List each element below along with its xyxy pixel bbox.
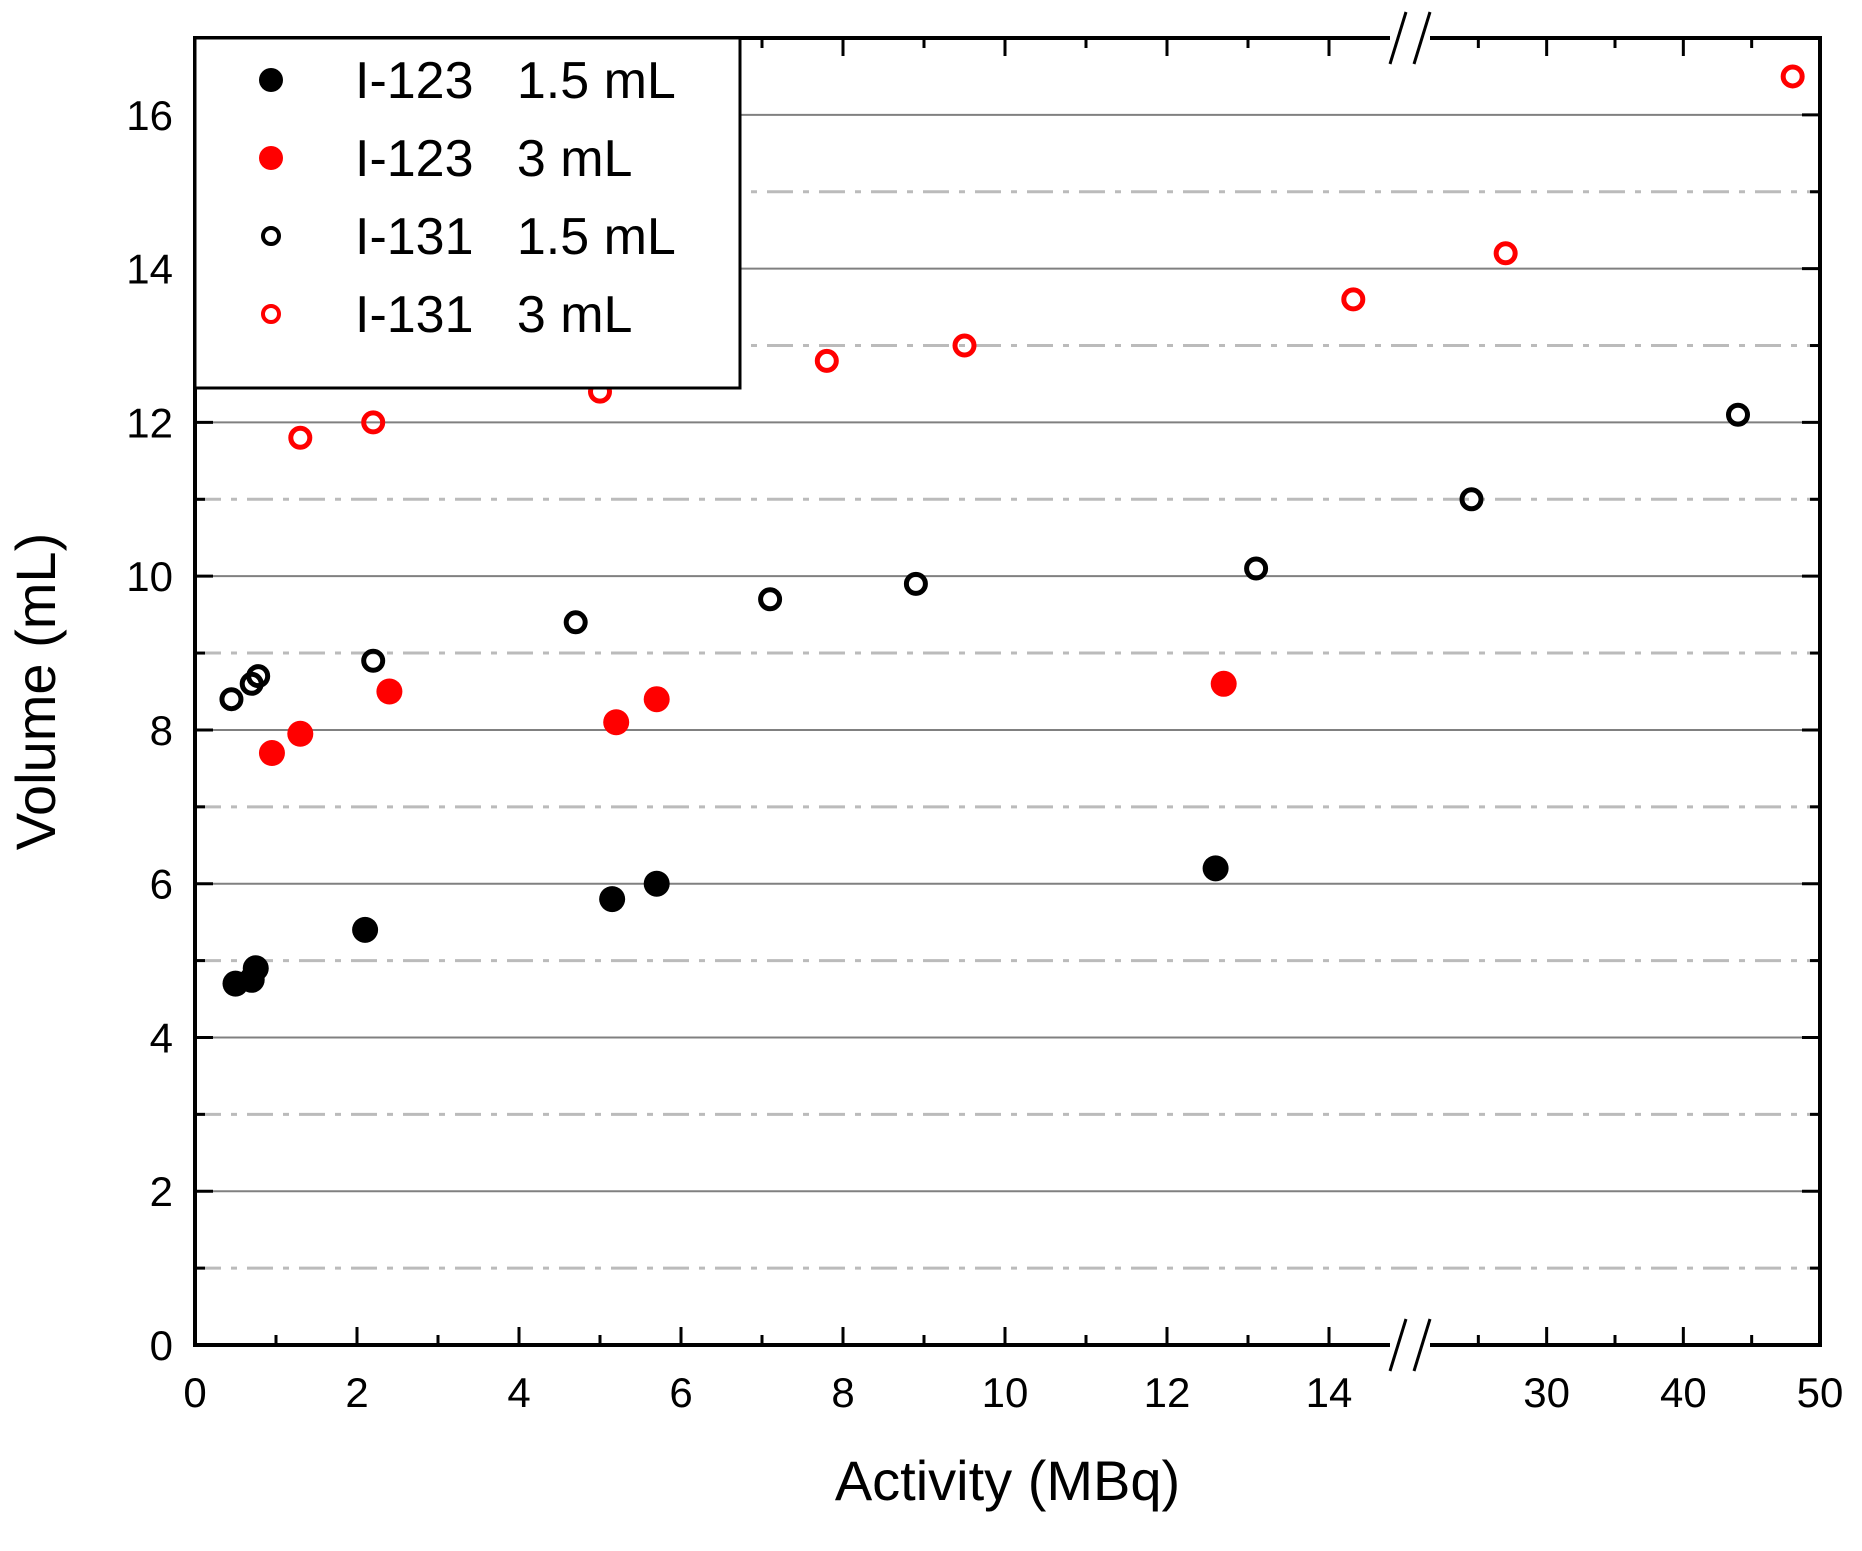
data-point-series-1 <box>1202 855 1229 882</box>
legend-marker <box>259 68 283 92</box>
y-tick-label: 14 <box>126 246 173 293</box>
y-tick-label: 4 <box>150 1014 173 1061</box>
data-point-series-4 <box>361 410 386 435</box>
y-axis-title: Volume (mL) <box>4 533 67 850</box>
x-axis-title: Activity (MBq) <box>835 1449 1180 1512</box>
x-tick-label: 2 <box>345 1369 368 1416</box>
x-tick-label: 50 <box>1797 1369 1844 1416</box>
legend-label: I-131 1.5 mL <box>355 208 676 266</box>
axis-break-marks <box>1388 11 1432 1372</box>
legend-marker <box>259 146 283 170</box>
y-tick-label: 8 <box>150 707 173 754</box>
legend-box <box>193 36 742 390</box>
axis-break-slash <box>1412 11 1432 65</box>
data-point-series-3 <box>903 571 928 596</box>
y-tick-label: 0 <box>150 1322 173 1369</box>
y-tick-label: 6 <box>150 861 173 908</box>
axis-break-slash <box>1388 11 1408 65</box>
x-tick-label: 4 <box>507 1369 530 1416</box>
data-point-series-3 <box>1459 487 1484 512</box>
data-point-series-1 <box>352 916 379 943</box>
x-tick-label: 6 <box>669 1369 692 1416</box>
data-point-series-2 <box>643 686 670 713</box>
legend-label: I-123 1.5 mL <box>355 52 676 110</box>
data-point-series-2 <box>376 678 403 705</box>
legend-label: I-131 3 mL <box>355 286 632 344</box>
points-layer <box>219 64 1805 997</box>
x-tick-label: 10 <box>982 1369 1029 1416</box>
data-point-series-3 <box>758 587 783 612</box>
data-point-series-3 <box>246 664 271 689</box>
data-point-series-4 <box>814 348 839 373</box>
data-point-series-3 <box>1244 556 1269 581</box>
data-point-series-3 <box>219 687 244 712</box>
legend-label: I-123 3 mL <box>355 130 632 188</box>
y-tick-label: 16 <box>126 92 173 139</box>
data-point-series-4 <box>288 425 313 450</box>
data-point-series-2 <box>258 740 285 767</box>
data-point-series-1 <box>643 870 670 897</box>
data-point-series-3 <box>361 648 386 673</box>
data-point-series-4 <box>1341 287 1366 312</box>
y-tick-label: 10 <box>126 553 173 600</box>
x-tick-label: 0 <box>183 1369 206 1416</box>
data-point-series-4 <box>1493 241 1518 266</box>
data-point-series-3 <box>1726 402 1750 427</box>
data-point-series-1 <box>242 955 269 982</box>
x-tick-label: 14 <box>1306 1369 1353 1416</box>
y-tick-label: 12 <box>126 399 173 446</box>
data-point-series-2 <box>603 709 630 736</box>
data-point-series-3 <box>563 610 588 635</box>
data-point-series-1 <box>599 886 626 913</box>
x-tick-label: 30 <box>1523 1369 1570 1416</box>
x-tick-label: 40 <box>1660 1369 1707 1416</box>
data-point-series-2 <box>1210 670 1237 697</box>
legend-marker <box>261 304 281 324</box>
ticks-layer: 0 2 4 6 8 10 12 14 16 0 2 4 6 8 10 12 14 30 40 50 <box>126 38 1843 1416</box>
axis-break-slash <box>1412 1318 1432 1372</box>
x-tick-label: 8 <box>831 1369 854 1416</box>
axis-break-slash <box>1388 1318 1408 1372</box>
data-point-series-2 <box>287 720 314 747</box>
plot-frame <box>193 36 1822 1347</box>
legend: I-123 1.5 mL I-123 3 mL I-131 1.5 mL I-131 … <box>193 36 742 390</box>
data-point-series-4 <box>1780 64 1805 89</box>
data-point-series-4 <box>952 333 977 358</box>
y-tick-label: 2 <box>150 1168 173 1215</box>
x-tick-label: 12 <box>1144 1369 1191 1416</box>
legend-marker <box>261 226 281 246</box>
